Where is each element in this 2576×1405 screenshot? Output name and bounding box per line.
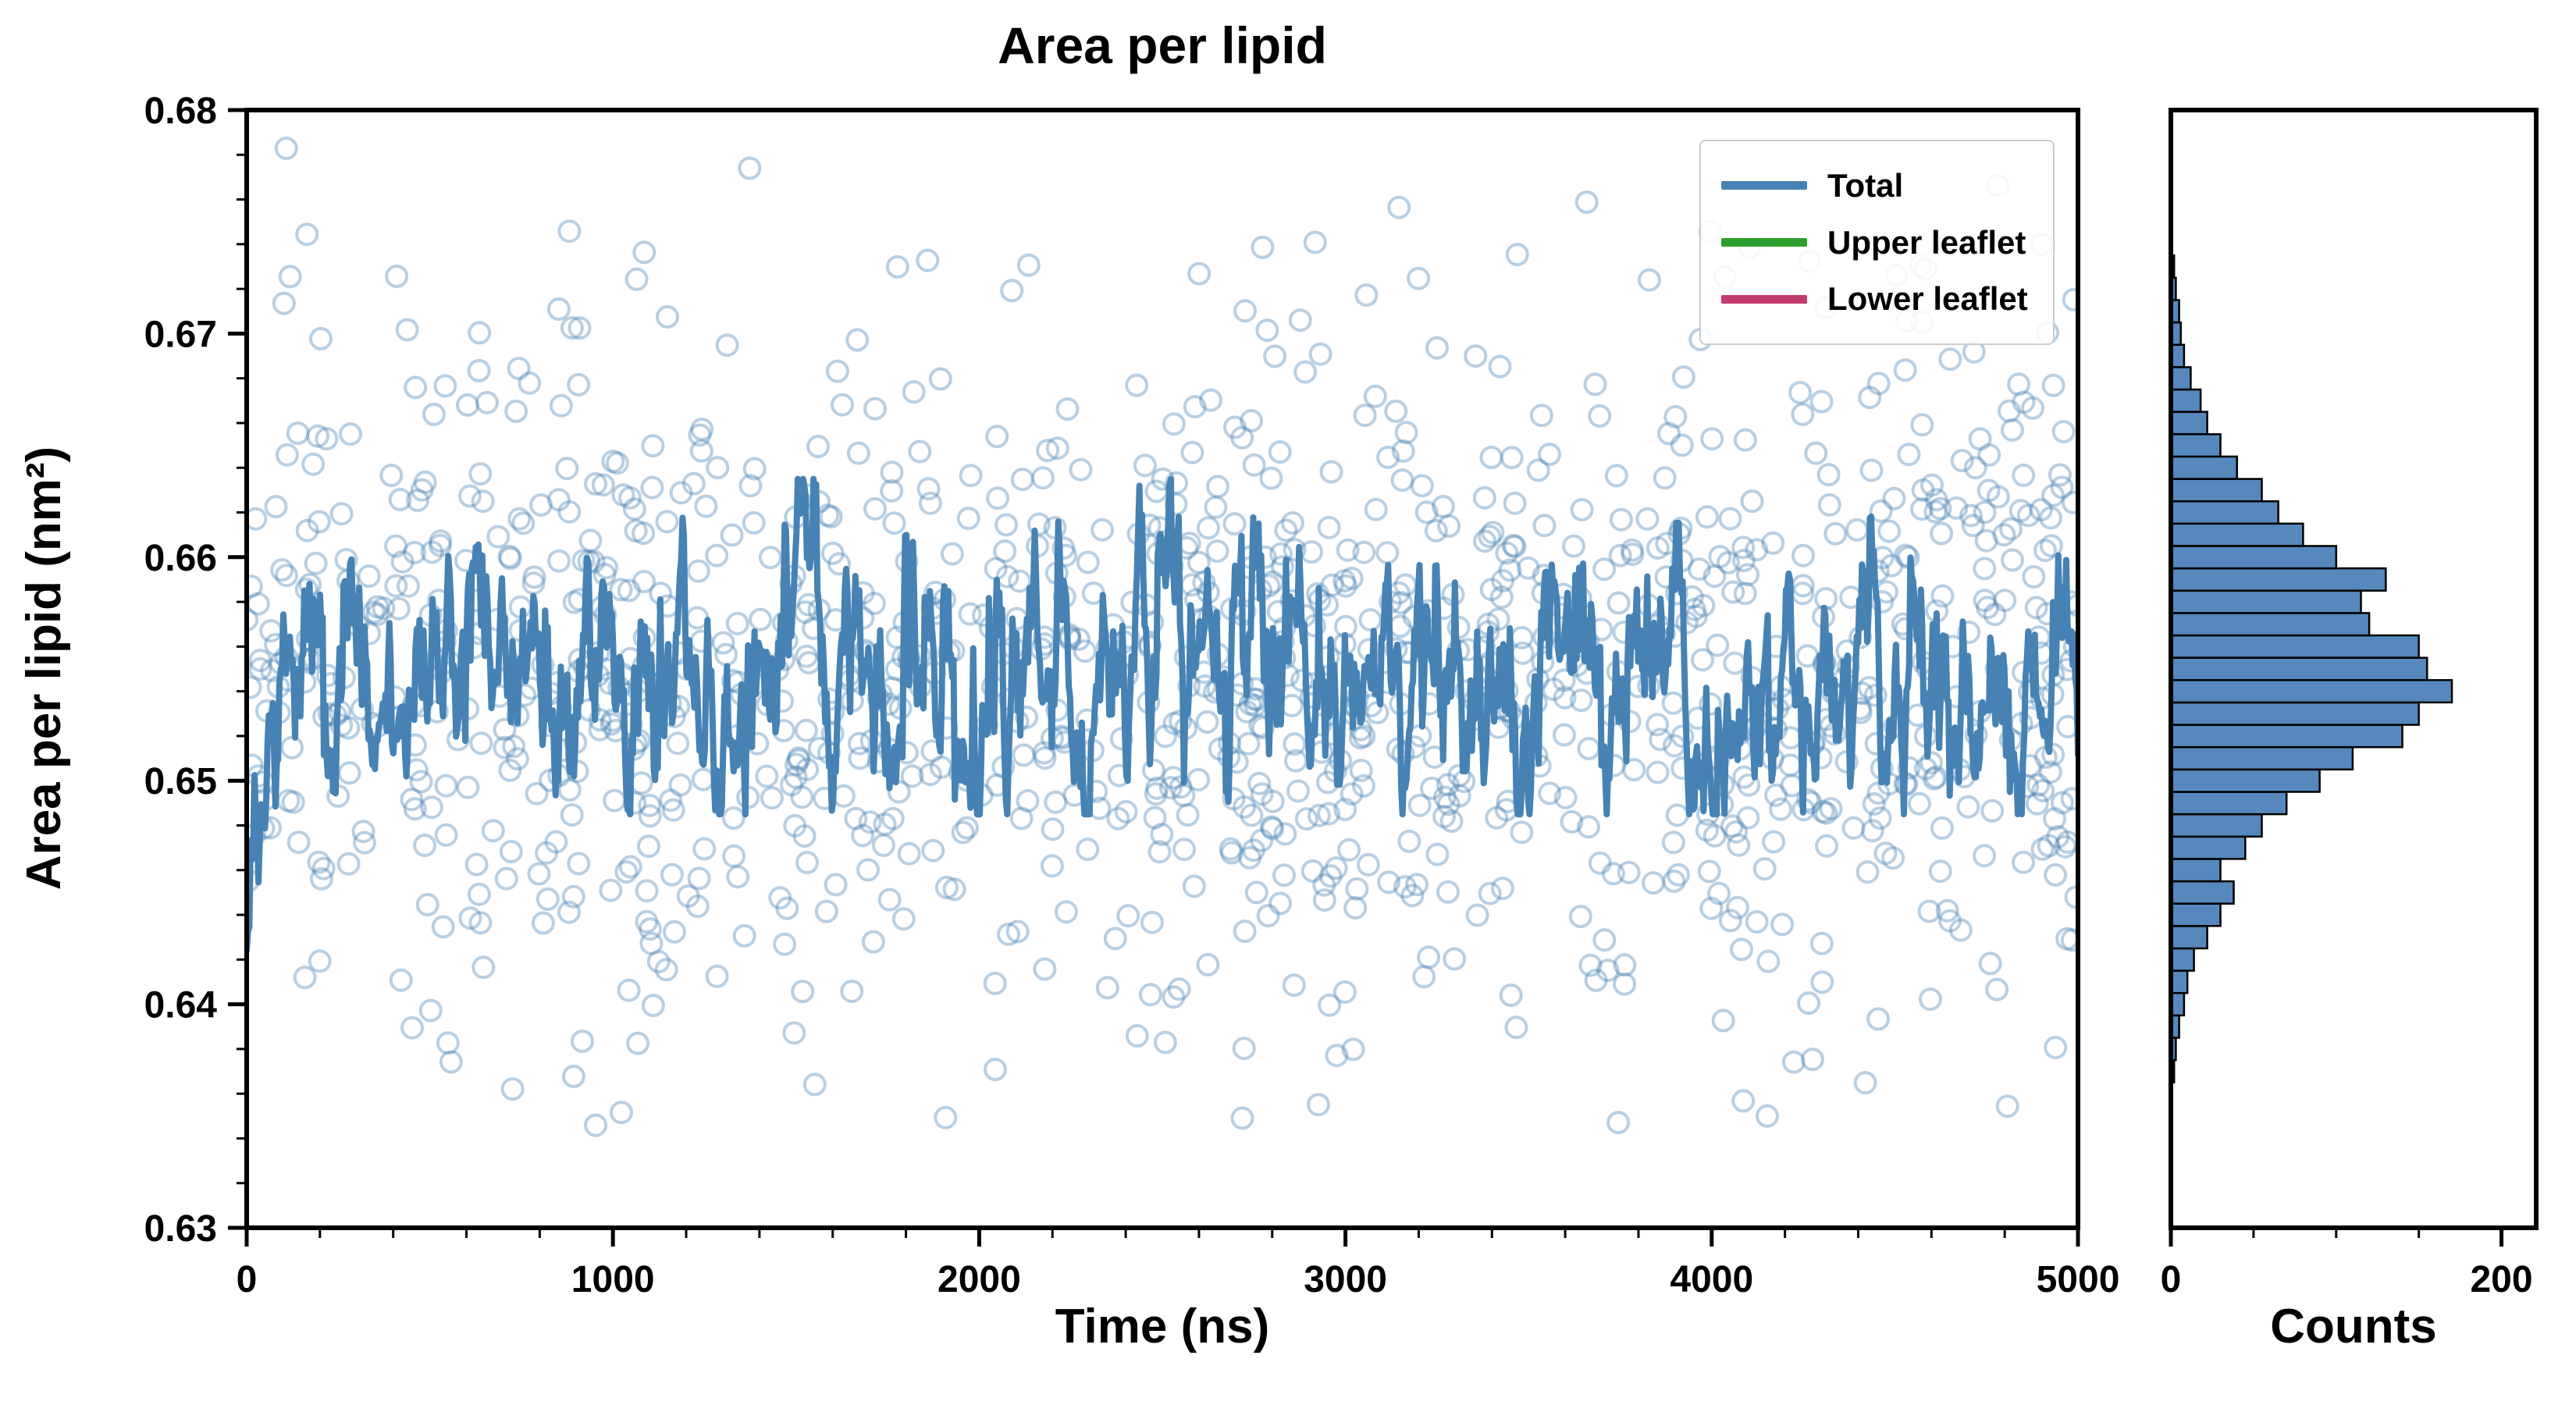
histogram-bar — [2169, 745, 2354, 771]
histogram-bar — [2169, 835, 2247, 860]
main-axes-border — [244, 108, 2080, 1230]
y-axis-label: Area per lipid (nm²) — [17, 446, 71, 891]
histogram-bar — [2169, 880, 2235, 905]
histogram-bar — [2169, 791, 2288, 816]
tick-label: 0 — [237, 1259, 258, 1300]
histogram-bar — [2169, 813, 2263, 838]
histogram-bar — [2169, 925, 2208, 950]
histogram-bar — [2169, 455, 2238, 480]
histogram-bar — [2169, 567, 2387, 592]
legend-label-total: Total — [1827, 166, 1904, 204]
tick-label: 4000 — [1670, 1259, 1753, 1300]
tick-label: 0 — [2161, 1259, 2182, 1300]
histogram-bar — [2169, 858, 2222, 883]
histogram-bar — [2169, 545, 2338, 570]
legend-entry-upper-leaflet: Upper leaflet — [1721, 224, 2033, 261]
tick-label: 0.63 — [144, 1208, 217, 1250]
histogram-bar — [2169, 947, 2195, 972]
legend: Total Upper leaflet Lower leaflet — [1699, 140, 2055, 345]
legend-label-upper-leaflet: Upper leaflet — [1827, 223, 2026, 261]
histogram-bar — [2169, 701, 2420, 726]
histogram-bar — [2169, 656, 2428, 681]
x-axis-label: Time (ns) — [1055, 1300, 1270, 1353]
counts-axis-label: Counts — [2270, 1300, 2437, 1353]
histogram-axes-border — [2169, 108, 2539, 1230]
tick-label: 0.66 — [144, 538, 217, 579]
histogram-bar — [2169, 634, 2420, 659]
histogram-bar — [2169, 433, 2222, 458]
tick-label: 0.67 — [144, 314, 217, 355]
legend-label-lower-leaflet: Lower leaflet — [1827, 280, 2028, 318]
histogram-bar — [2169, 388, 2202, 413]
legend-entry-lower-leaflet: Lower leaflet — [1721, 280, 2033, 318]
tick-label: 0.64 — [144, 985, 218, 1026]
histogram-bar — [2169, 522, 2304, 547]
histogram-bar — [2169, 589, 2362, 614]
tick-label: 0.65 — [144, 761, 217, 802]
upper-leaflet-line-swatch — [1721, 238, 1807, 247]
histogram-bar — [2169, 679, 2453, 704]
lower-leaflet-line-swatch — [1721, 294, 1807, 304]
tick-label: 5000 — [2037, 1259, 2120, 1300]
histogram-bar — [2169, 768, 2321, 793]
histogram-bar — [2169, 366, 2192, 391]
histogram-bar — [2169, 724, 2403, 749]
histogram-bars — [2169, 254, 2453, 1084]
total-line — [247, 475, 2078, 954]
total-line-swatch — [1721, 181, 1807, 190]
histogram-bar — [2169, 500, 2279, 525]
tick-label: 200 — [2470, 1259, 2532, 1300]
tick-label: 1000 — [571, 1259, 655, 1300]
tick-label: 0.68 — [144, 91, 217, 132]
axis-ticks: 0 1000 2000 3000 4000 50000.630.640.650.660.6… — [144, 91, 2533, 1300]
histogram-bar — [2169, 969, 2189, 994]
histogram-bar — [2169, 612, 2371, 637]
histogram-bar — [2169, 902, 2222, 927]
tick-label: 2000 — [938, 1259, 1021, 1300]
tick-label: 3000 — [1304, 1259, 1387, 1300]
legend-entry-total: Total — [1721, 167, 2033, 205]
histogram-bar — [2169, 411, 2208, 436]
chart-title: Area per lipid — [998, 16, 1327, 74]
histogram-bar — [2169, 478, 2263, 503]
